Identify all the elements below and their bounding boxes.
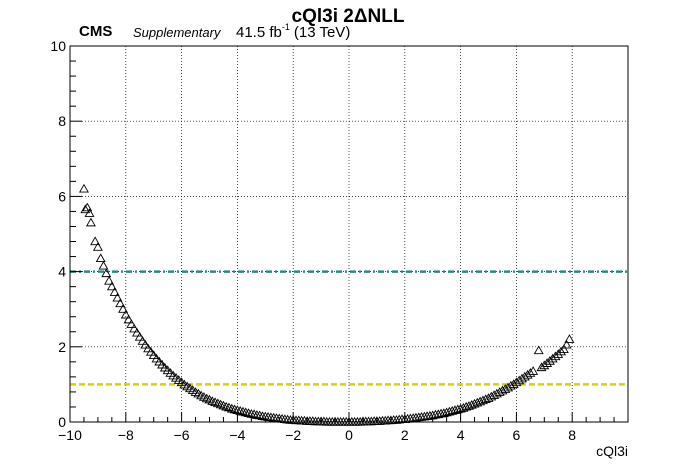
data-point xyxy=(218,400,229,410)
data-point xyxy=(441,407,452,417)
y-tick-label: 6 xyxy=(58,188,66,204)
data-point xyxy=(553,349,564,358)
data-point xyxy=(235,405,246,415)
data-point xyxy=(433,409,444,419)
data-point xyxy=(92,242,103,251)
data-point xyxy=(145,346,156,356)
data-point xyxy=(98,260,109,270)
data-point xyxy=(104,275,115,285)
data-point xyxy=(129,323,140,333)
x-tick-label: −8 xyxy=(118,427,134,443)
data-point xyxy=(85,217,96,227)
data-point xyxy=(210,397,221,407)
y-tick-label: 2 xyxy=(58,339,66,355)
y-tick-label: 10 xyxy=(50,38,66,54)
y-tick-label: 0 xyxy=(58,414,66,430)
data-point xyxy=(106,281,117,291)
data-point xyxy=(525,368,536,377)
data-point xyxy=(143,343,154,353)
data-point xyxy=(80,204,91,214)
data-point xyxy=(207,396,218,405)
data-point xyxy=(558,344,569,354)
data-point xyxy=(134,331,145,341)
data-point xyxy=(226,403,237,413)
data-point xyxy=(229,404,240,414)
lumi-value: 41.5 fb xyxy=(236,24,282,41)
data-point xyxy=(452,404,463,414)
data-point xyxy=(450,405,460,414)
data-point xyxy=(148,350,159,360)
data-point xyxy=(542,358,553,367)
x-tick-label: −6 xyxy=(174,427,190,443)
data-point xyxy=(528,366,539,375)
y-tick-label: 4 xyxy=(58,264,66,280)
data-point xyxy=(224,402,235,412)
data-points xyxy=(78,183,575,426)
data-point xyxy=(115,298,126,308)
data-point xyxy=(249,409,260,419)
lumi-exponent: -1 xyxy=(282,22,290,32)
y-axis-ticks: 0 2 4 6 8 10 xyxy=(50,38,82,430)
data-point xyxy=(536,362,547,372)
data-point xyxy=(95,253,106,263)
cms-label: CMS xyxy=(79,23,112,40)
data-point xyxy=(78,183,89,193)
data-point xyxy=(561,339,572,349)
data-point xyxy=(550,351,561,361)
data-point xyxy=(190,387,201,396)
data-point xyxy=(564,334,575,343)
data-point xyxy=(126,319,137,328)
x-axis-ticks: −10 −8 −6 −4 −2 0 2 4 6 8 xyxy=(58,412,629,443)
x-tick-label: 8 xyxy=(568,427,576,443)
data-point xyxy=(101,268,112,278)
data-point xyxy=(109,287,120,296)
data-point xyxy=(201,393,212,403)
data-point xyxy=(254,410,265,420)
energy-label: (13 TeV) xyxy=(294,24,350,41)
data-point xyxy=(533,345,544,355)
status-label: Supplementary xyxy=(133,25,222,40)
data-point xyxy=(547,353,558,363)
y-tick-label: 8 xyxy=(58,113,66,129)
x-tick-label: −2 xyxy=(285,427,301,443)
data-point xyxy=(221,401,232,411)
chart-title: cQl3i 2ΔNLL xyxy=(292,6,405,27)
data-point xyxy=(137,336,148,345)
data-point xyxy=(539,360,550,370)
x-tick-label: 6 xyxy=(513,427,521,443)
x-axis-label: cQl3i xyxy=(596,443,628,459)
data-point xyxy=(84,208,95,217)
x-tick-label: −4 xyxy=(229,427,245,443)
x-tick-label: −10 xyxy=(58,427,82,443)
data-point xyxy=(196,390,207,400)
data-point xyxy=(240,407,251,417)
data-point xyxy=(556,346,567,356)
data-point xyxy=(438,408,449,417)
data-point xyxy=(204,394,215,404)
data-point xyxy=(243,408,254,417)
data-point xyxy=(131,327,142,337)
data-point xyxy=(140,339,151,349)
data-point xyxy=(90,236,101,246)
lumi-label: 41.5 fb-1 (13 TeV) xyxy=(236,22,350,41)
data-point xyxy=(118,304,128,313)
x-tick-label: 2 xyxy=(401,427,409,443)
data-point xyxy=(120,309,131,319)
data-point xyxy=(544,355,555,365)
data-point xyxy=(112,292,123,302)
x-tick-label: 0 xyxy=(345,427,353,443)
data-point xyxy=(82,202,93,212)
data-point xyxy=(123,314,134,324)
data-point xyxy=(212,398,223,408)
data-point xyxy=(215,399,226,409)
x-tick-label: 4 xyxy=(457,427,465,443)
data-point xyxy=(198,392,209,401)
reference-lines xyxy=(70,270,628,386)
data-point xyxy=(238,406,248,416)
